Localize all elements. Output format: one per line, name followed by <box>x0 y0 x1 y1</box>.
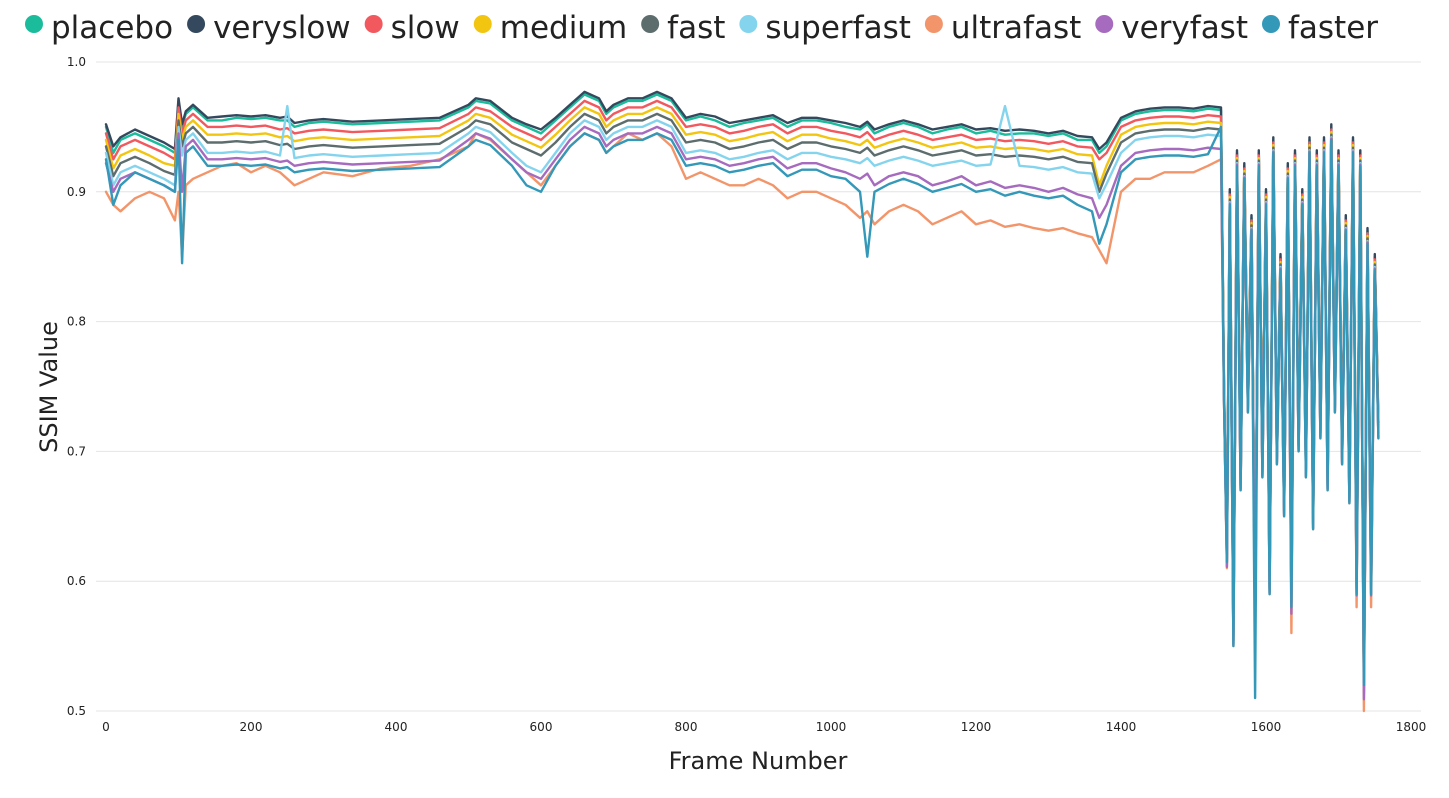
legend-label: faster <box>1288 10 1378 46</box>
legend-label: fast <box>667 10 725 46</box>
legend-item-slow: slow <box>364 10 460 46</box>
y-tick-label: 0.7 <box>67 444 86 458</box>
y-tick-label: 0.5 <box>67 704 86 718</box>
y-axis-ticks: 0.5 0.6 0.7 0.8 0.9 1.0 <box>67 55 86 718</box>
legend-item-medium: medium <box>473 10 627 46</box>
legend-marker <box>187 15 206 33</box>
legend-item-veryfast: veryfast <box>1095 10 1248 46</box>
x-tick-label: 1800 <box>1396 720 1427 734</box>
series-line-veryfast <box>104 125 1380 701</box>
legend-item-fast: fast <box>641 10 725 46</box>
plot-area <box>104 90 1380 713</box>
y-axis-title: SSIM Value <box>35 321 63 453</box>
legend-label: veryslow <box>213 10 351 46</box>
legend-item-ultrafast: ultrafast <box>924 10 1081 46</box>
legend-label: ultrafast <box>951 10 1081 46</box>
x-axis-ticks: 0 200 400 600 800 1000 1200 1400 1600 1800 <box>102 720 1426 734</box>
y-tick-label: 0.9 <box>67 185 86 199</box>
legend-label: veryfast <box>1121 10 1248 46</box>
legend-item-placebo: placebo <box>25 10 173 46</box>
y-tick-label: 0.8 <box>67 315 86 329</box>
x-tick-label: 800 <box>675 720 698 734</box>
legend-marker <box>1262 15 1280 33</box>
series-line-faster <box>104 125 1380 700</box>
legend-label: slow <box>391 10 460 46</box>
y-tick-label: 1.0 <box>67 55 86 69</box>
grid-lines <box>96 61 1421 712</box>
legend-label: medium <box>500 10 627 46</box>
x-tick-label: 1200 <box>961 720 992 734</box>
series-line-veryslow <box>104 90 1380 684</box>
legend-item-superfast: superfast <box>739 10 911 46</box>
legend-marker <box>641 15 660 33</box>
legend-marker <box>25 15 43 33</box>
x-tick-label: 200 <box>240 720 263 734</box>
x-tick-label: 0 <box>102 720 110 734</box>
legend-marker <box>364 15 383 33</box>
series-line-slow <box>104 99 1380 689</box>
x-tick-label: 1000 <box>816 720 847 734</box>
series-line-superfast <box>104 104 1380 697</box>
x-tick-label: 1600 <box>1251 720 1282 734</box>
x-tick-label: 1400 <box>1106 720 1137 734</box>
legend-label: superfast <box>765 10 911 46</box>
legend-label: placebo <box>51 10 173 46</box>
series-line-ultrafast <box>104 132 1380 713</box>
legend-marker <box>1095 15 1114 33</box>
legend: placebo veryslow slow medium fast superfast ul… <box>25 10 1378 46</box>
series-line-medium <box>104 106 1380 692</box>
y-tick-label: 0.6 <box>67 574 86 588</box>
legend-marker <box>739 15 758 33</box>
legend-item-faster: faster <box>1262 10 1378 46</box>
legend-marker <box>473 15 492 33</box>
legend-marker <box>924 15 943 33</box>
x-tick-label: 400 <box>385 720 408 734</box>
x-axis-title: Frame Number <box>669 747 848 775</box>
x-tick-label: 600 <box>530 720 553 734</box>
legend-item-veryslow: veryslow <box>187 10 351 46</box>
series-line-fast <box>104 112 1380 694</box>
